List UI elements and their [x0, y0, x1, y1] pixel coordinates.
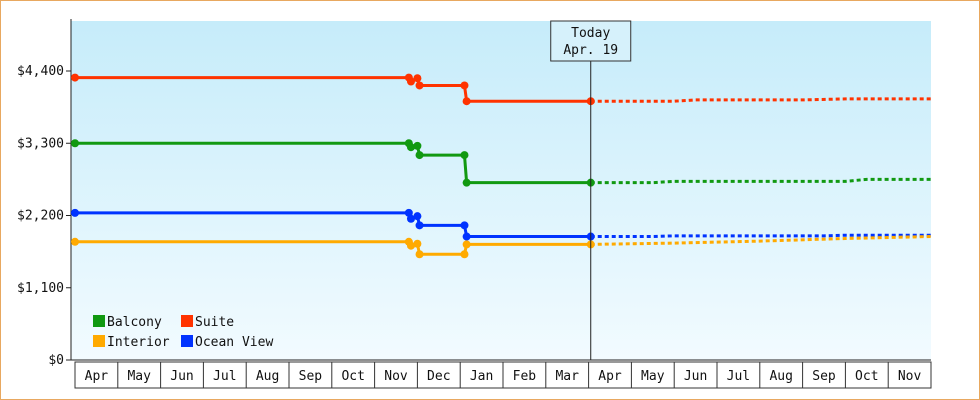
data-point [460, 151, 469, 160]
x-tick-label: Jan [470, 369, 493, 384]
data-point [406, 143, 415, 152]
y-tick-label: $0 [48, 353, 64, 368]
data-point [460, 250, 469, 259]
y-tick-label: $2,200 [17, 209, 64, 224]
data-point [71, 208, 79, 217]
x-tick-label: Jun [170, 369, 193, 384]
data-point [462, 232, 471, 241]
today-box [550, 20, 632, 62]
legend-label-suite: Suite [195, 315, 234, 330]
series-suite [71, 73, 931, 106]
x-tick-label: Aug [769, 369, 792, 384]
series-forecast-balcony [590, 177, 931, 185]
data-point [406, 77, 415, 86]
x-tick-label: Feb [513, 369, 537, 384]
legend-swatch-suite [181, 315, 193, 327]
series-forecast-suite [590, 97, 931, 103]
x-tick-label: May [641, 369, 665, 384]
x-tick-label: Sep [299, 369, 323, 384]
data-point [413, 212, 422, 221]
x-tick-label: Jul [727, 369, 750, 384]
data-point [415, 151, 424, 160]
data-point [415, 81, 424, 90]
x-tick-label: May [127, 369, 151, 384]
x-tick-label: Apr [85, 369, 109, 384]
y-tick-label: $4,400 [17, 64, 64, 79]
x-tick-label: Oct [341, 369, 364, 384]
data-point [460, 221, 469, 230]
y-tick-label: $1,100 [17, 281, 64, 296]
legend-label-ocean-view: Ocean View [195, 335, 273, 350]
x-tick-label: Jul [213, 369, 236, 384]
x-tick-label: Oct [855, 369, 878, 384]
x-tick-label: Apr [598, 369, 622, 384]
legend-swatch-ocean-view [181, 335, 193, 347]
series-interior [71, 235, 932, 259]
legend-swatch-interior [93, 335, 105, 347]
data-point [71, 139, 79, 148]
data-point [462, 240, 471, 249]
series-forecast-ocean-view [590, 233, 931, 239]
data-point [460, 81, 469, 90]
today-date: Apr. 19 [563, 43, 618, 58]
data-point [71, 73, 79, 82]
data-point [415, 221, 424, 230]
data-point [415, 250, 424, 259]
x-tick-label: Sep [812, 369, 836, 384]
x-tick-label: Dec [427, 369, 450, 384]
data-point [462, 97, 471, 106]
data-point [462, 178, 471, 187]
x-tick-label: Nov [898, 369, 922, 384]
data-point [413, 239, 422, 248]
x-tick-label: Mar [555, 369, 579, 384]
y-tick-label: $3,300 [17, 136, 64, 151]
series-forecast-interior [590, 235, 932, 246]
x-tick-label: Jun [684, 369, 707, 384]
data-point [413, 74, 422, 83]
plot-area [71, 21, 931, 360]
data-point [406, 241, 415, 250]
legend-label-balcony: Balcony [107, 315, 162, 330]
series-balcony [71, 139, 931, 187]
data-point [406, 214, 415, 223]
legend-label-interior: Interior [107, 335, 170, 350]
series-ocean-view [71, 208, 931, 241]
today-label: Today [571, 26, 610, 41]
data-point [413, 141, 422, 150]
legend-swatch-balcony [93, 315, 105, 327]
data-point [71, 237, 79, 246]
x-tick-label: Nov [384, 369, 408, 384]
x-tick-label: Aug [256, 369, 279, 384]
